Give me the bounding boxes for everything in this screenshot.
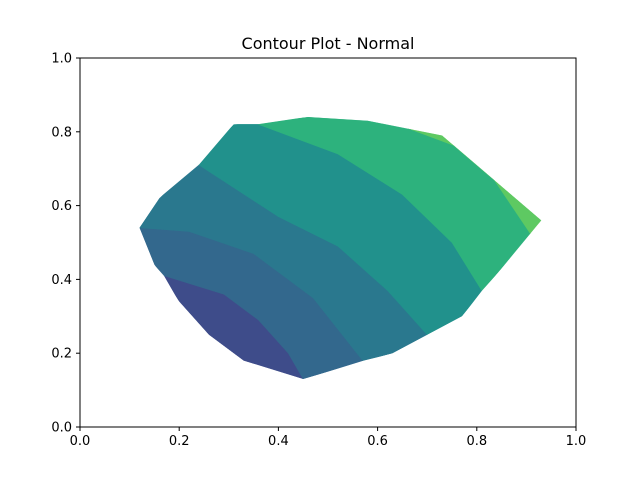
y-tick-label: 0.0 xyxy=(51,421,72,436)
x-tick-label: 1.0 xyxy=(566,434,587,449)
y-tick-label: 0.6 xyxy=(51,199,72,214)
axes-frame xyxy=(79,57,577,428)
contour-bands xyxy=(139,117,542,380)
x-tick-label: 0.8 xyxy=(466,434,487,449)
y-tick-label: 1.0 xyxy=(51,52,72,67)
y-tick-label: 0.2 xyxy=(51,347,72,362)
chart-title: Contour Plot - Normal xyxy=(242,34,415,53)
axis-ticks: 0.0 0.2 0.4 0.6 0.8 1.0 0.0 0.2 0.4 0.6 0.8 1.0 xyxy=(51,52,586,450)
y-tick-label: 0.4 xyxy=(51,273,72,288)
y-tick-label: 0.8 xyxy=(51,125,72,140)
x-tick-label: 0.4 xyxy=(268,434,289,449)
x-tick-label: 0.6 xyxy=(367,434,388,449)
x-tick-label: 0.2 xyxy=(169,434,190,449)
x-tick-label: 0.0 xyxy=(70,434,91,449)
